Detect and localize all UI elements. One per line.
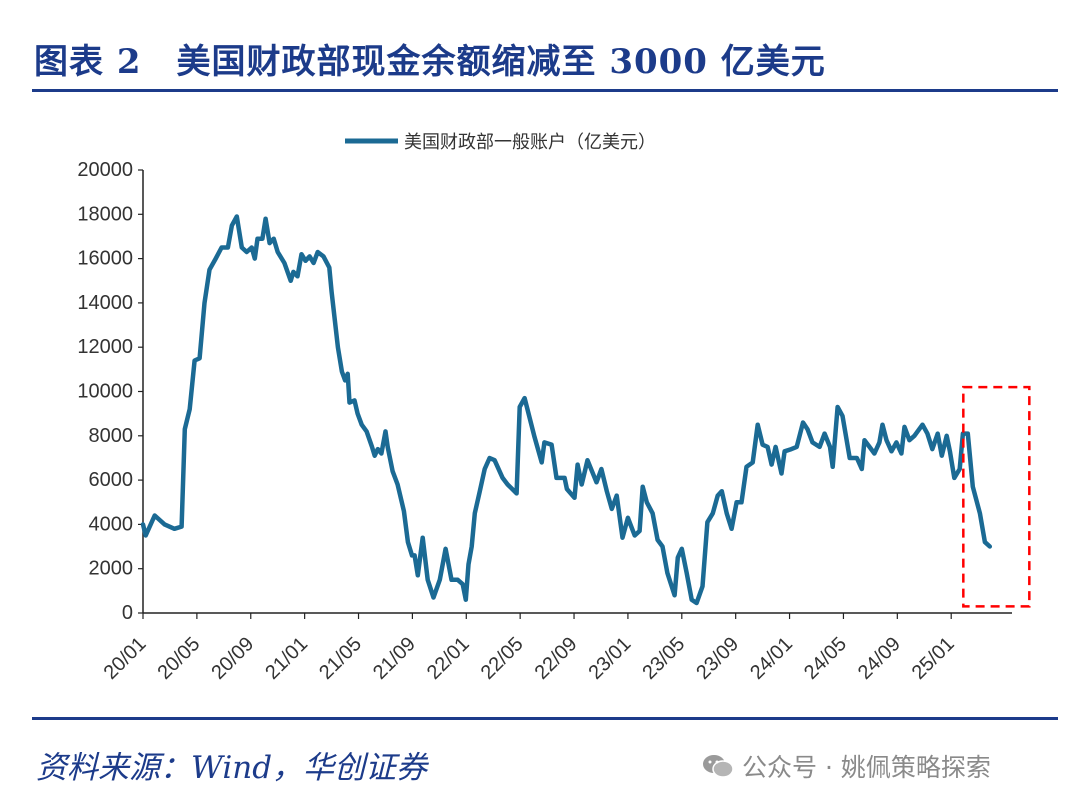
- series-line: [140, 214, 993, 606]
- watermark-text: 公众号 · 姚佩策略探索: [742, 753, 991, 782]
- y-tick-label: 18000: [77, 203, 133, 225]
- x-tick-label: 24/01: [746, 633, 797, 684]
- y-tick-label: 0: [122, 602, 133, 624]
- y-tick-label: 20000: [77, 159, 133, 181]
- y-tick-label: 4000: [89, 513, 134, 535]
- top-divider: [32, 89, 1058, 92]
- highlight-box: [962, 385, 1031, 608]
- x-tick-label: 23/01: [584, 633, 635, 684]
- y-tick-label: 16000: [77, 248, 133, 270]
- bottom-divider: [32, 717, 1058, 720]
- x-tick-label: 22/01: [423, 633, 474, 684]
- x-tick-label: 25/01: [908, 633, 959, 684]
- x-tick-label: 21/01: [261, 633, 312, 684]
- x-tick-label: 23/05: [638, 633, 689, 684]
- y-tick-label: 2000: [89, 558, 134, 580]
- x-tick-label: 23/09: [692, 633, 743, 684]
- source-note: 资料来源：Wind，华创证券: [36, 750, 428, 786]
- figure-title: 图表 2 美国财政部现金余额缩减至 3000 亿美元: [34, 42, 826, 82]
- y-tick-label: 6000: [89, 469, 134, 491]
- y-tick-label: 10000: [77, 381, 133, 403]
- x-tick-label: 20/01: [100, 633, 151, 684]
- legend-label: 美国财政部一般账户（亿美元）: [404, 132, 656, 153]
- x-tick-label: 22/09: [531, 633, 582, 684]
- y-tick-label: 14000: [77, 292, 133, 314]
- x-tick-label: 20/05: [153, 633, 204, 684]
- y-tick-label: 12000: [77, 336, 133, 358]
- x-tick-label: 20/09: [207, 633, 258, 684]
- x-tick-label: 24/09: [854, 633, 905, 684]
- watermark: 公众号 · 姚佩策略探索: [702, 748, 991, 784]
- y-tick-label: 8000: [89, 425, 134, 447]
- line-chart: 0 2000 4000 6000 8000 10000 12000 14000 16000 180…: [77, 132, 1031, 684]
- wechat-icon: [703, 755, 734, 778]
- x-tick-label: 24/05: [800, 633, 851, 684]
- x-tick-label: 22/05: [477, 633, 528, 684]
- x-tick-label: 21/09: [369, 633, 420, 684]
- x-tick-label: 21/05: [315, 633, 366, 684]
